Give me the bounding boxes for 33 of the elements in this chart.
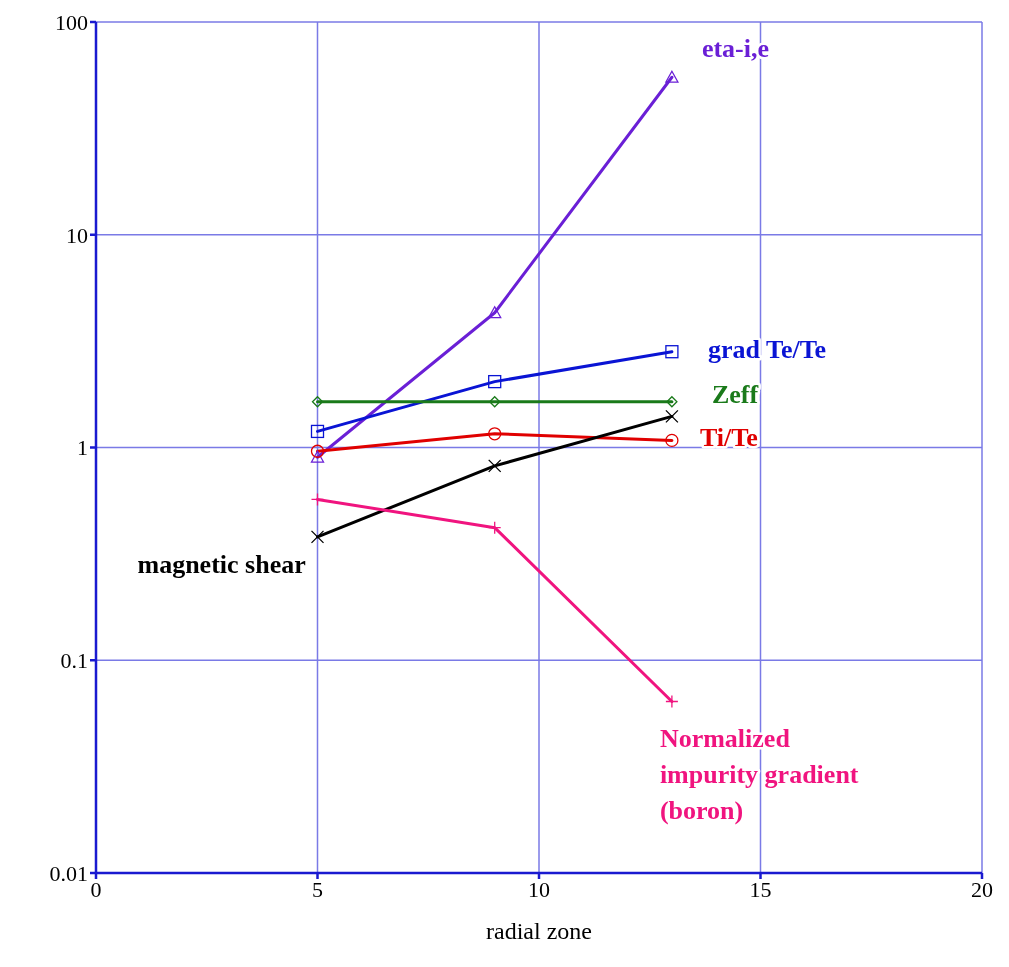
point: [665, 694, 679, 709]
point: [310, 530, 325, 544]
point: [666, 396, 678, 408]
y-tick-label: 0.1: [60, 648, 88, 674]
x-tick-label: 15: [749, 876, 772, 902]
series-label: magnetic shear: [137, 549, 306, 579]
x-tick-label: 0: [90, 876, 102, 902]
point: [310, 492, 325, 507]
x-tick-label: 10: [528, 876, 550, 902]
point: [488, 521, 502, 535]
y-tick-label: 0.01: [49, 860, 88, 886]
point: [310, 444, 325, 458]
point: [665, 70, 679, 83]
point: [488, 427, 502, 441]
point: [488, 459, 502, 473]
series-label: Ti/Te: [699, 423, 758, 453]
point: [665, 433, 679, 448]
x-tick-label: 5: [312, 876, 323, 902]
point: [665, 345, 679, 359]
point: [665, 409, 679, 424]
point: [489, 396, 501, 408]
y-tick-label: 100: [55, 9, 88, 35]
point: [311, 396, 324, 408]
x-axis-title: radial zone: [486, 918, 592, 944]
x-tick-label: 20: [971, 876, 993, 902]
series-label: Zeff: [711, 379, 759, 409]
point: [310, 450, 325, 463]
y-tick-label: 1: [77, 435, 88, 461]
y-tick-label: 10: [66, 222, 88, 248]
point: [488, 306, 502, 319]
point: [488, 374, 502, 389]
series-label: grad Te/Te: [707, 334, 827, 364]
point: [310, 424, 325, 439]
